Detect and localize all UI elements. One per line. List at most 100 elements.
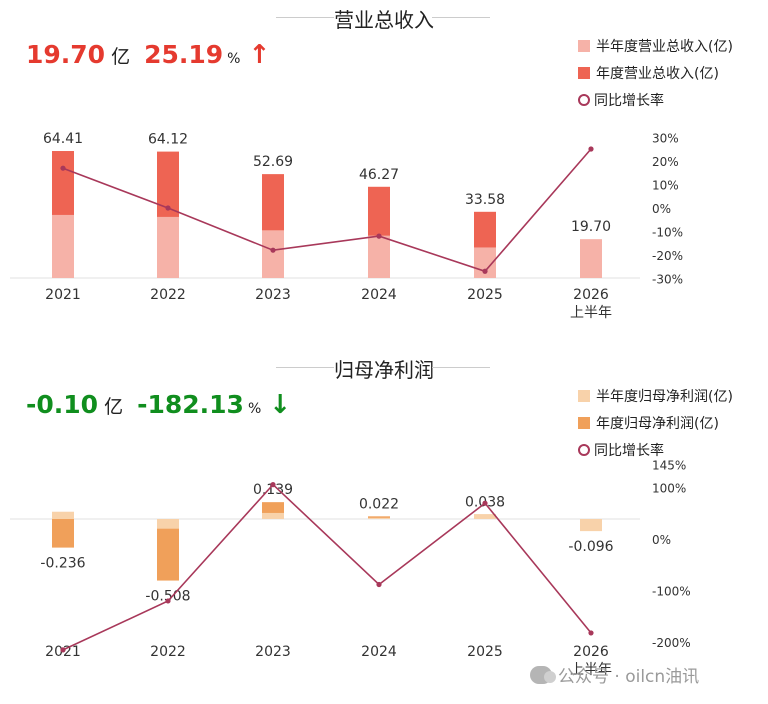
growth-point xyxy=(376,581,382,588)
growth-line xyxy=(62,148,592,273)
profit-legend: 半年度归母净利润(亿) 年度归母净利润(亿) 同比增长率 xyxy=(578,382,733,463)
half-year-bar xyxy=(580,519,602,532)
revenue-value: 19.70 xyxy=(26,40,106,69)
half-year-bar xyxy=(474,514,496,519)
y2-tick-label: 10% xyxy=(652,179,679,193)
legend-label: 半年度归母净利润(亿) xyxy=(596,388,733,405)
growth-point xyxy=(60,165,66,171)
y2-tick-label: -200% xyxy=(652,636,691,650)
half-year-bar xyxy=(157,216,179,278)
y2-tick-label: 100% xyxy=(652,482,686,496)
data-label: -0.096 xyxy=(568,539,613,555)
legend-item-half-year[interactable]: 半年度营业总收入(亿) xyxy=(578,32,733,59)
y2-tick-label: -10% xyxy=(652,225,683,239)
half-year-bar xyxy=(52,511,74,519)
legend-item-growth[interactable]: 同比增长率 xyxy=(578,86,733,113)
revenue-growth-pct: 25.19 xyxy=(144,40,224,69)
watermark-text: 公众号 · oilcn油讯 xyxy=(558,667,700,687)
legend-swatch xyxy=(578,389,590,402)
x-tick-label: 2026 xyxy=(573,287,609,303)
half-year-bar xyxy=(262,230,284,278)
data-label: -0.508 xyxy=(145,589,190,605)
legend-swatch xyxy=(578,66,590,79)
profit-headline: -0.10 亿 -182.13% ↓ xyxy=(26,390,291,424)
data-label: -0.236 xyxy=(40,556,85,572)
half-year-bar xyxy=(262,512,284,519)
growth-point xyxy=(482,500,488,506)
growth-point xyxy=(165,205,171,211)
y2-tick-label: 0% xyxy=(652,533,671,547)
x-tick-label: 2022 xyxy=(150,287,186,303)
y2-tick-label: -30% xyxy=(652,272,683,286)
annual-bar xyxy=(157,519,179,581)
legend-item-half-year[interactable]: 半年度归母净利润(亿) xyxy=(578,382,733,409)
annual-bar xyxy=(368,516,390,519)
growth-point xyxy=(60,647,66,653)
half-year-bar xyxy=(368,517,390,519)
data-label: 0.022 xyxy=(359,496,399,512)
wechat-icon xyxy=(530,665,556,684)
growth-ring-icon xyxy=(578,443,590,456)
legend-item-annual[interactable]: 年度营业总收入(亿) xyxy=(578,59,733,86)
y2-tick-label: 30% xyxy=(652,132,679,146)
revenue-unit: 亿 xyxy=(111,46,131,68)
profit-panel: 归母净利润 -0.10 亿 -182.13% ↓ 半年度归母净利润(亿) 年度归母净利… xyxy=(0,350,768,704)
x-tick-label: 2023 xyxy=(255,644,291,660)
revenue-panel: 营业总收入 19.70 亿 25.19% ↑ 半年度营业总收入(亿) 年度营业总收入(… xyxy=(0,0,768,350)
title-rule-left xyxy=(276,367,334,368)
profit-unit: 亿 xyxy=(104,396,124,418)
data-label: 52.69 xyxy=(253,154,293,170)
x-tick-label: 2022 xyxy=(150,644,186,660)
revenue-headline: 19.70 亿 25.19% ↑ xyxy=(26,40,270,74)
revenue-title: 营业总收入 xyxy=(334,8,434,32)
profit-title-wrap: 归母净利润 xyxy=(0,354,768,382)
data-label: 19.70 xyxy=(571,219,611,235)
legend-item-growth[interactable]: 同比增长率 xyxy=(578,436,733,463)
data-label: 33.58 xyxy=(465,192,505,208)
x-tick-label: 2024 xyxy=(361,644,397,660)
profit-growth-pct: -182.13 xyxy=(137,390,244,419)
x-tick-label: 上半年 xyxy=(570,662,612,678)
y2-tick-label: 20% xyxy=(652,155,679,169)
x-tick-label: 2026 xyxy=(573,644,609,660)
x-tick-label: 2025 xyxy=(467,644,503,660)
profit-value: -0.10 xyxy=(26,390,99,419)
revenue-pct-unit: % xyxy=(227,51,241,67)
half-year-bar xyxy=(368,235,390,278)
profit-pct-unit: % xyxy=(247,401,262,417)
x-tick-label: 上半年 xyxy=(570,305,612,321)
growth-point xyxy=(482,268,488,274)
legend-label: 年度归母净利润(亿) xyxy=(596,415,719,432)
legend-label: 年度营业总收入(亿) xyxy=(596,65,719,82)
legend-label: 同比增长率 xyxy=(594,442,664,459)
growth-point xyxy=(270,482,276,488)
growth-line xyxy=(62,483,592,651)
x-tick-label: 2023 xyxy=(255,287,291,303)
growth-ring-icon xyxy=(578,93,590,106)
legend-label: 同比增长率 xyxy=(594,92,664,109)
arrow-down-icon: ↓ xyxy=(269,390,292,420)
annual-bar xyxy=(52,519,74,548)
legend-swatch xyxy=(578,39,590,52)
revenue-chart: 64.41 2021 64.12 2022 52.69 2023 46.27 2024 33.5… xyxy=(10,131,683,321)
profit-chart: -0.2362021-0.50820220.13920230.02220240.… xyxy=(10,459,691,678)
revenue-title-wrap: 营业总收入 xyxy=(0,4,768,32)
title-rule-right xyxy=(432,367,490,368)
profit-title: 归母净利润 xyxy=(334,358,434,382)
title-rule-left xyxy=(276,17,334,18)
x-tick-label: 2021 xyxy=(45,287,81,303)
half-year-bar xyxy=(52,214,74,278)
data-label: 46.27 xyxy=(359,167,399,183)
y2-tick-label: -100% xyxy=(652,585,691,599)
arrow-up-icon: ↑ xyxy=(248,40,271,70)
growth-point xyxy=(376,233,382,239)
growth-point xyxy=(588,630,594,636)
watermark: 公众号 · oilcn油讯 xyxy=(530,662,699,687)
legend-item-annual[interactable]: 年度归母净利润(亿) xyxy=(578,409,733,436)
revenue-legend: 半年度营业总收入(亿) 年度营业总收入(亿) 同比增长率 xyxy=(578,32,733,113)
x-tick-label: 2025 xyxy=(467,287,503,303)
growth-point xyxy=(588,146,594,152)
legend-label: 半年度营业总收入(亿) xyxy=(596,38,733,55)
growth-point xyxy=(270,247,276,253)
x-tick-label: 2024 xyxy=(361,287,397,303)
